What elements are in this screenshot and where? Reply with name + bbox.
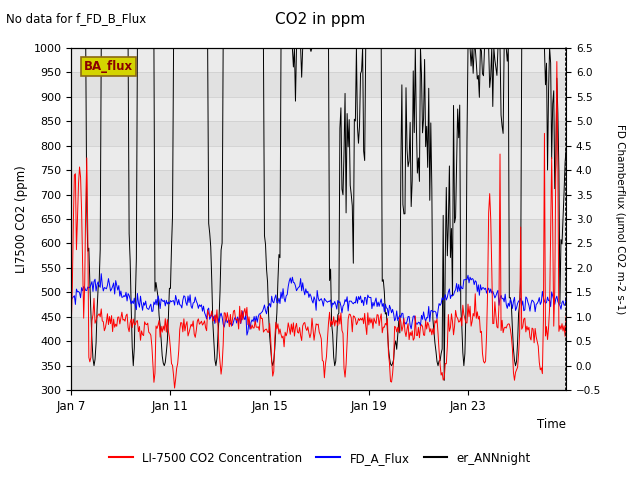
Y-axis label: LI7500 CO2 (ppm): LI7500 CO2 (ppm) <box>15 165 28 273</box>
Text: BA_flux: BA_flux <box>84 60 132 73</box>
Bar <box>71 268 566 292</box>
Legend: LI-7500 CO2 Concentration, FD_A_Flux, er_ANNnight: LI-7500 CO2 Concentration, FD_A_Flux, er… <box>104 447 536 469</box>
Text: No data for f_FD_B_Flux: No data for f_FD_B_Flux <box>6 12 147 25</box>
Bar <box>71 366 566 390</box>
Text: CO2 in ppm: CO2 in ppm <box>275 12 365 27</box>
Bar <box>71 121 566 145</box>
Bar <box>71 72 566 96</box>
Bar <box>71 170 566 194</box>
Y-axis label: FD Chamberflux (μmol CO2 m-2 s-1): FD Chamberflux (μmol CO2 m-2 s-1) <box>615 124 625 314</box>
X-axis label: Time: Time <box>537 419 566 432</box>
Bar <box>71 219 566 243</box>
Bar <box>71 317 566 341</box>
